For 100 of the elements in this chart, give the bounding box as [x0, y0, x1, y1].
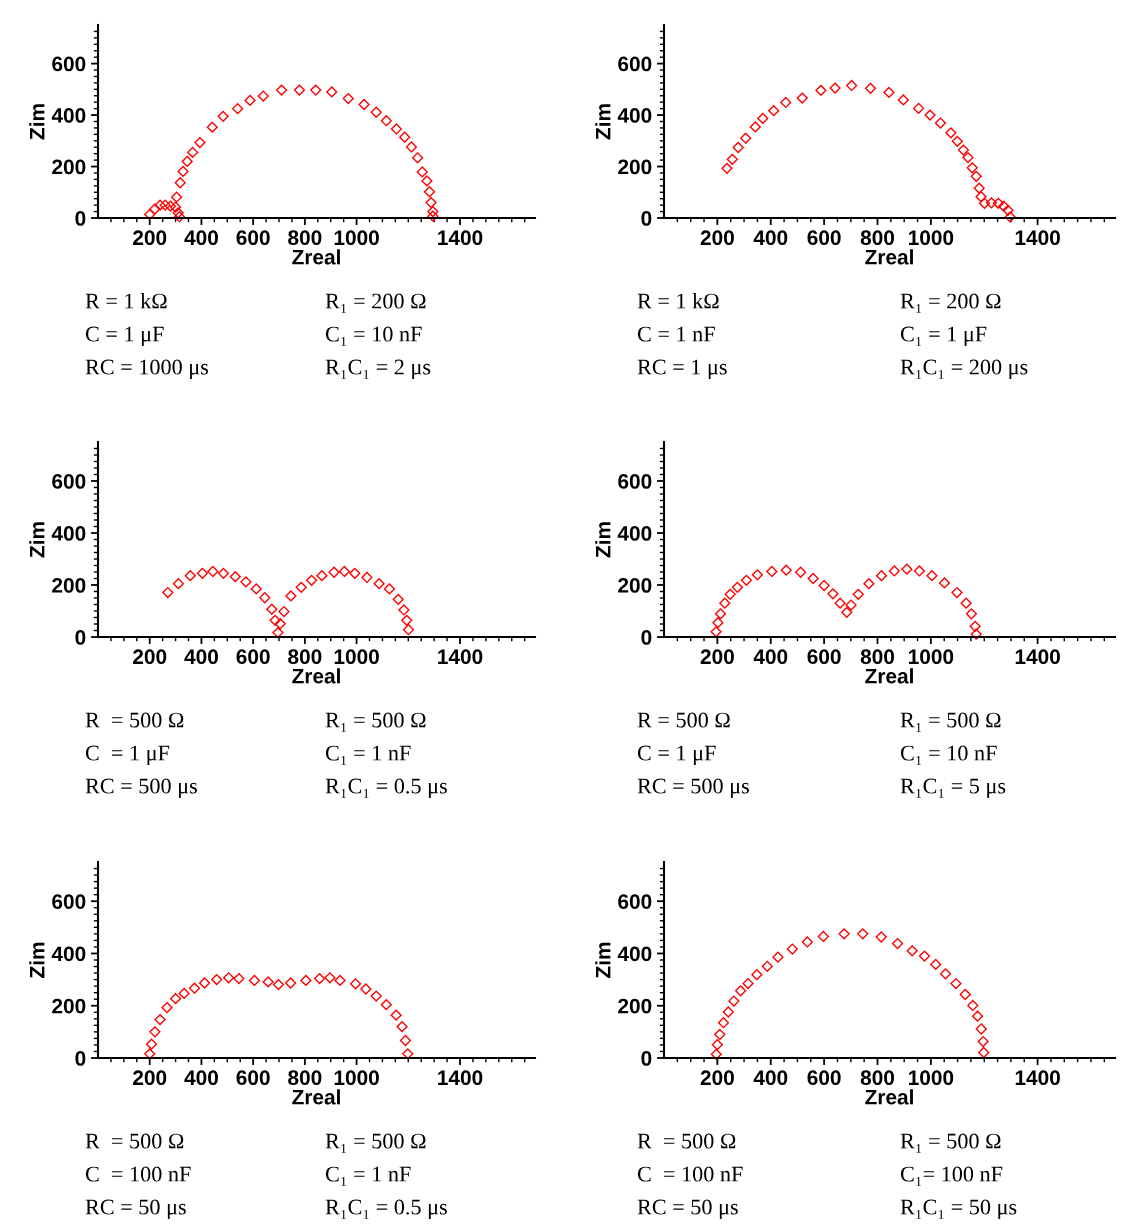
y-tick-label: 0 — [641, 630, 652, 645]
point — [1004, 211, 1016, 223]
text: C = 1 μF — [637, 745, 716, 766]
y-tick-label: 0 — [641, 1051, 652, 1066]
point — [834, 597, 846, 609]
point — [334, 974, 346, 986]
point — [328, 566, 340, 578]
point — [144, 1048, 156, 1060]
point — [722, 1006, 734, 1018]
point — [162, 586, 174, 599]
point — [427, 210, 439, 222]
point — [198, 977, 211, 989]
x-tick-label: 200 — [133, 1070, 167, 1086]
x-tick-label: 200 — [133, 649, 167, 665]
point — [786, 943, 798, 955]
point — [338, 565, 351, 578]
point — [187, 146, 199, 158]
point — [841, 606, 853, 618]
point — [717, 1017, 730, 1029]
point — [250, 583, 262, 595]
y-tick-label: 400 — [51, 526, 86, 541]
point — [998, 200, 1010, 212]
point — [712, 617, 724, 629]
y-tick-label: 400 — [617, 108, 652, 123]
y-tick-label: 0 — [75, 1051, 86, 1066]
point — [402, 624, 415, 636]
point — [285, 977, 297, 989]
point — [360, 983, 372, 995]
x-tick-label: 600 — [807, 649, 841, 665]
point — [326, 86, 338, 98]
x-axis-title: Zreal — [865, 1089, 913, 1105]
point — [719, 597, 731, 609]
point — [324, 972, 336, 984]
point — [938, 577, 951, 589]
point — [969, 620, 981, 632]
point — [349, 567, 361, 579]
point — [405, 141, 418, 153]
point — [978, 197, 991, 209]
text: R = 500 Ω — [85, 712, 184, 728]
point — [399, 1034, 412, 1047]
x-tick-label: 200 — [700, 1070, 734, 1086]
x-tick-label: 1000 — [334, 1070, 379, 1086]
y-tick-label: 600 — [618, 474, 652, 489]
point — [207, 565, 219, 578]
text: RC = 1000 μs — [85, 359, 209, 380]
x-axis-title: Zreal — [292, 668, 340, 684]
point — [965, 608, 978, 620]
point — [888, 565, 900, 577]
point — [975, 1023, 987, 1035]
x-tick-label: 1400 — [438, 649, 483, 665]
point — [724, 588, 736, 600]
point — [714, 1028, 726, 1041]
point — [951, 135, 963, 147]
point — [206, 121, 218, 133]
point — [728, 995, 740, 1007]
point — [970, 170, 982, 182]
point — [373, 578, 385, 590]
point — [278, 605, 290, 618]
x-axis-title: Zreal — [865, 668, 913, 684]
y-tick-label: 0 — [641, 211, 652, 226]
point — [721, 162, 733, 174]
y-axis-title: Zim — [595, 104, 611, 140]
x-tick-label: 400 — [184, 649, 218, 665]
text: RC = 1 μs — [637, 359, 727, 380]
point — [768, 105, 780, 117]
text: C = 100 nF — [85, 1166, 191, 1182]
point — [402, 1048, 414, 1060]
point — [161, 1001, 173, 1014]
point — [852, 588, 864, 600]
point — [924, 109, 936, 121]
point — [827, 588, 839, 600]
point — [992, 197, 1004, 209]
text: R₁C₁ = 2 μs — [325, 359, 431, 380]
point — [173, 211, 186, 223]
text: R₁C₁ = 5 μs — [900, 778, 1006, 799]
y-tick-label: 200 — [618, 159, 652, 175]
text: R = 1 kΩ — [85, 292, 167, 309]
text: C = 1 μF — [85, 326, 164, 347]
point — [285, 590, 297, 602]
point — [399, 131, 411, 143]
x-tick-label: 400 — [753, 649, 788, 665]
point — [795, 566, 807, 578]
point — [370, 106, 382, 118]
point — [244, 94, 256, 107]
point — [780, 96, 792, 109]
point — [390, 123, 403, 135]
point — [864, 82, 877, 94]
x-tick-label: 800 — [288, 1070, 322, 1086]
x-tick-label: 1400 — [438, 230, 483, 246]
point — [217, 567, 230, 579]
point — [313, 972, 326, 985]
point — [950, 977, 962, 990]
point — [178, 987, 190, 1000]
y-tick-label: 600 — [618, 56, 652, 72]
point — [154, 1013, 166, 1026]
x-tick-label: 1400 — [1015, 649, 1060, 665]
point — [970, 628, 982, 640]
text: R = 500 Ω — [85, 1133, 184, 1149]
x-tick-label: 1000 — [909, 649, 954, 665]
y-tick-label: 0 — [75, 630, 86, 645]
